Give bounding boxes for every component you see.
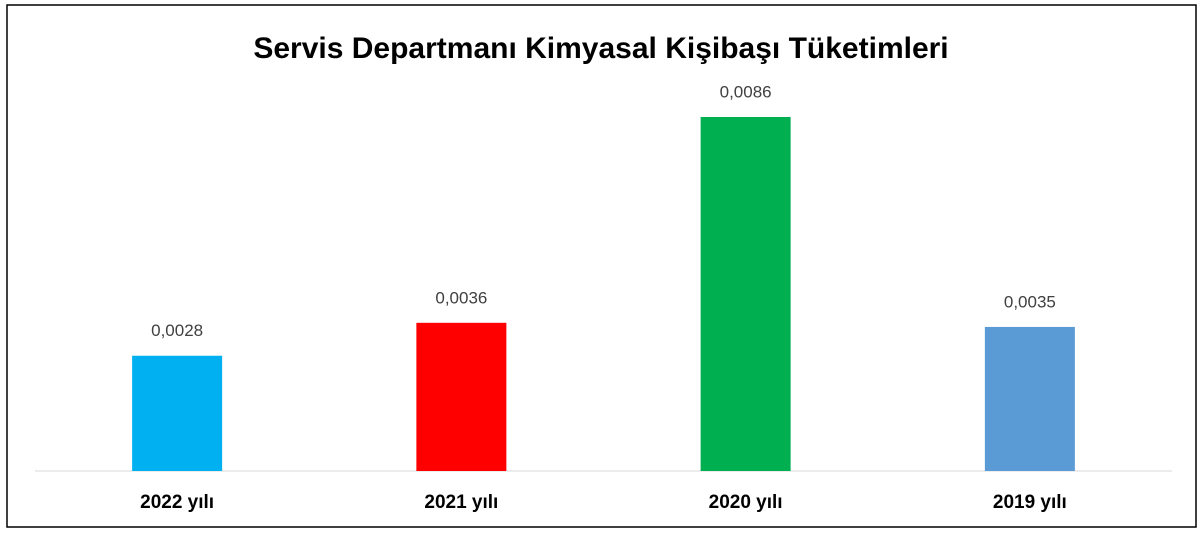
bar bbox=[984, 326, 1075, 471]
chart-title: Servis Departmanı Kimyasal Kişibaşı Tüke… bbox=[253, 32, 948, 65]
x-tick-label: 2020 yılı bbox=[709, 492, 783, 513]
x-tick-label: 2022 yılı bbox=[140, 492, 214, 513]
bar bbox=[700, 117, 791, 471]
data-label: 0,0035 bbox=[1004, 292, 1056, 311]
data-label: 0,0086 bbox=[720, 82, 772, 101]
bar bbox=[416, 322, 507, 471]
x-tick-label: 2021 yılı bbox=[424, 492, 498, 513]
data-label: 0,0036 bbox=[435, 288, 487, 307]
data-label: 0,0028 bbox=[151, 321, 203, 340]
bar bbox=[132, 355, 223, 471]
x-tick-label: 2019 yılı bbox=[993, 492, 1067, 513]
